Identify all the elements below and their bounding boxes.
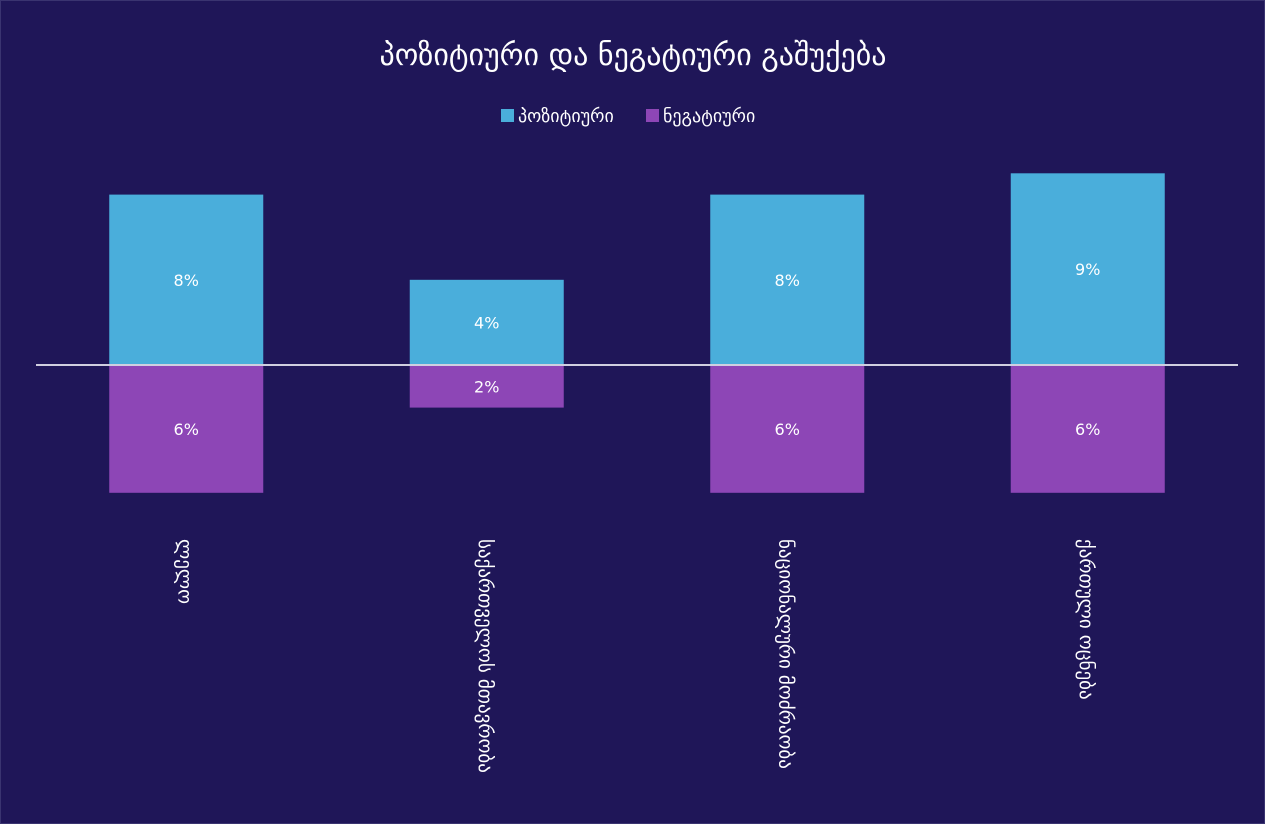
legend-label-0: პოზიტიური [518, 106, 614, 127]
value-label-positive-3: 9% [1075, 260, 1100, 279]
chart-title: პოზიტიური და ნეგატიური გაშუქება [379, 38, 886, 73]
value-label-negative-2: 6% [775, 420, 800, 439]
category-labels: ლელო საქართველოს მთავრობა ნაციონალური მოძრ… [173, 539, 1097, 773]
value-label-positive-1: 4% [474, 313, 499, 332]
value-label-negative-1: 2% [474, 377, 499, 396]
category-label-0: ლელო [173, 539, 195, 604]
bar-negative-1 [409, 365, 564, 408]
value-label-positive-2: 8% [775, 271, 800, 290]
category-label-1: საქართველოს მთავრობა [474, 539, 496, 773]
bar-negative-3 [1010, 365, 1165, 493]
bar-positive-3 [1010, 173, 1165, 365]
bar-negative-0 [109, 365, 264, 493]
value-label-positive-0: 8% [174, 271, 199, 290]
value-label-negative-3: 6% [1075, 420, 1100, 439]
bar-positive-0 [109, 194, 264, 365]
value-label-negative-0: 6% [174, 420, 199, 439]
legend-swatch-1 [646, 109, 659, 122]
bar-positive-1 [409, 279, 564, 365]
legend: პოზიტიური ნეგატიური [501, 106, 755, 127]
legend-swatch-0 [501, 109, 514, 122]
category-label-2: ნაციონალური მოძრაობა [774, 539, 796, 769]
value-labels: 8% 6% 4% 2% 8% 6% 9% 6% [174, 260, 1101, 439]
legend-label-1: ნეგატიური [663, 106, 755, 127]
bar-positive-2 [710, 194, 865, 365]
bar-negative-2 [710, 365, 865, 493]
category-label-3: ქართული ოცნება [1075, 539, 1097, 700]
bars [109, 173, 1165, 493]
